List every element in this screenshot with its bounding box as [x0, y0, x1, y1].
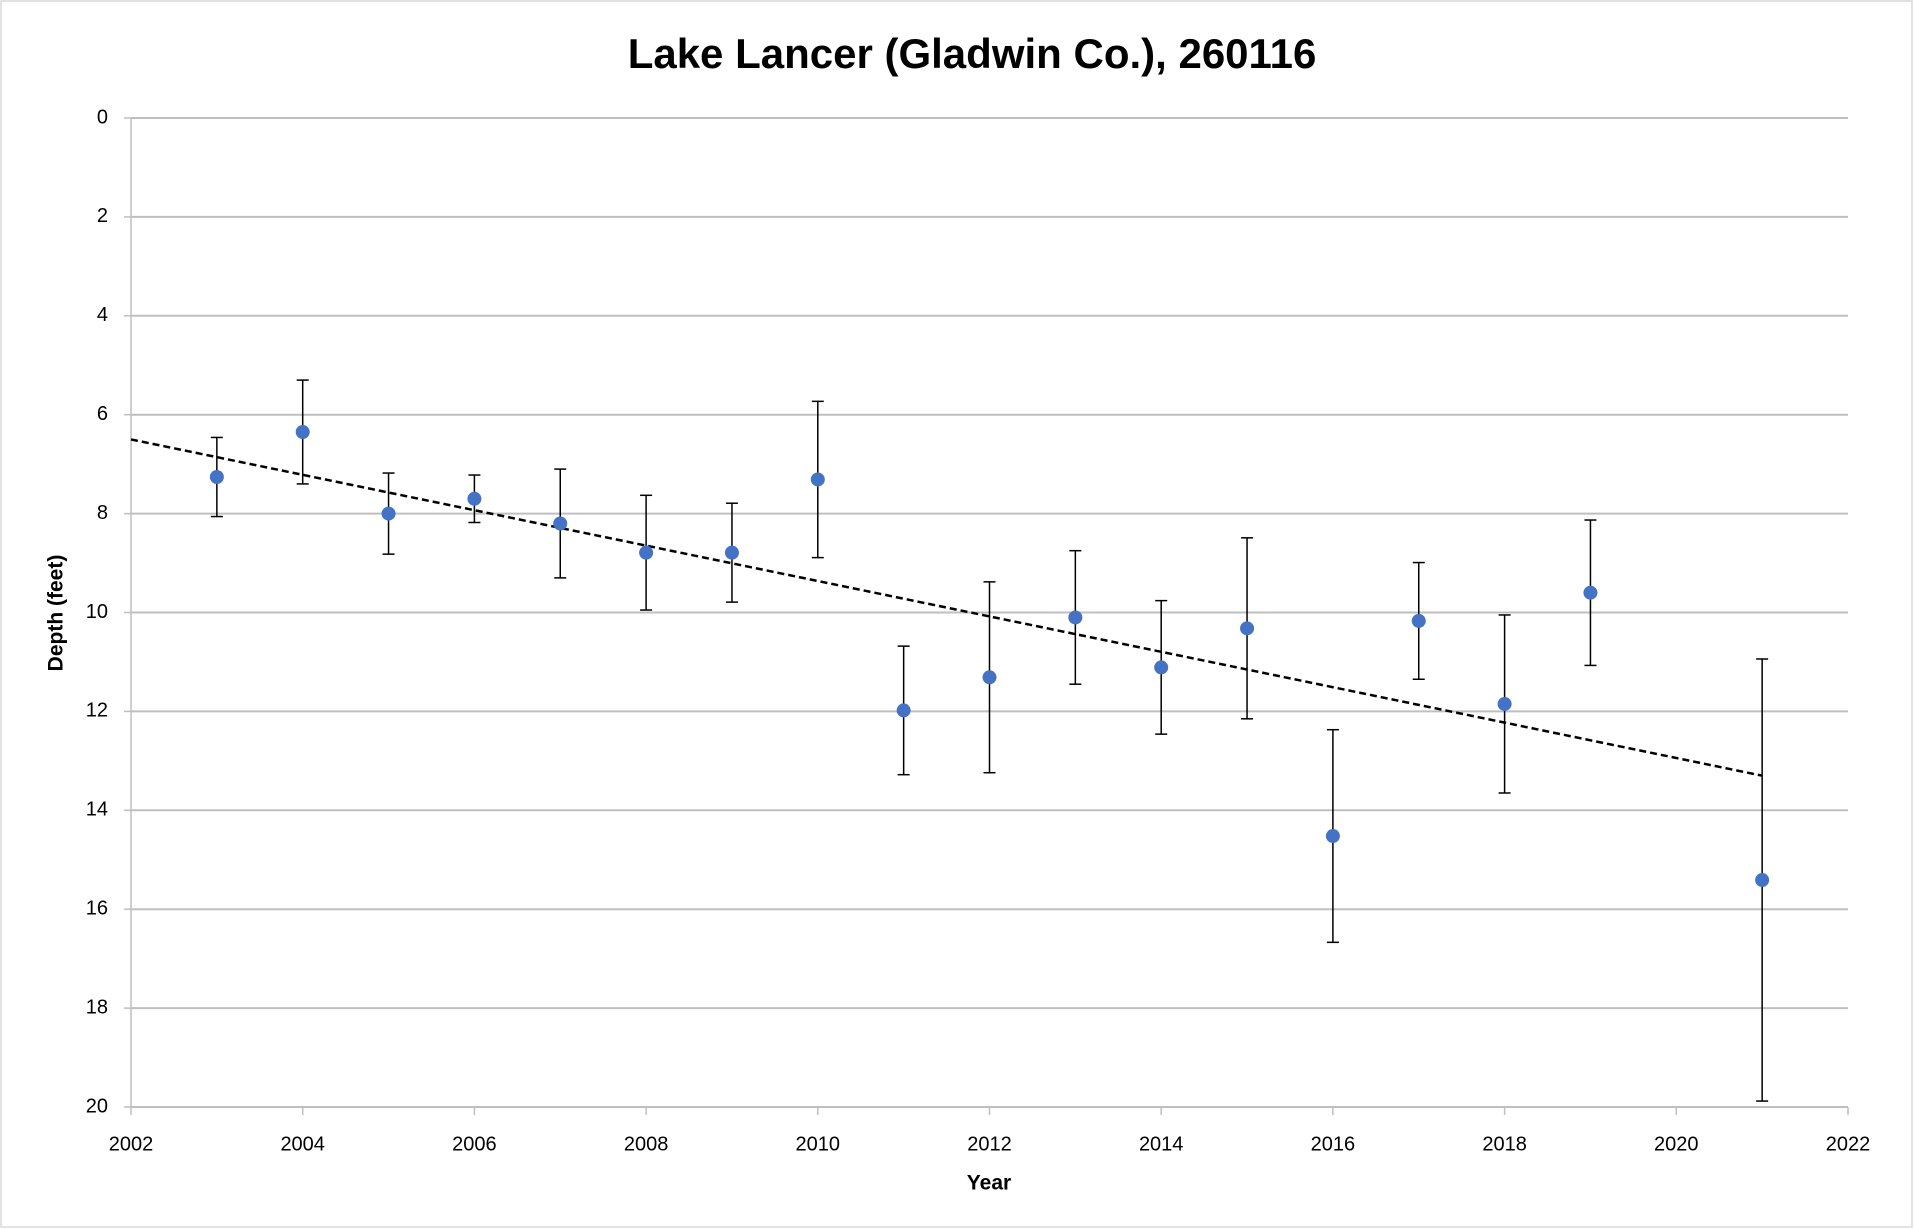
- data-point: [724, 545, 739, 560]
- y-tick-label: 20: [86, 1095, 108, 1117]
- data-point: [1325, 829, 1340, 844]
- data-point: [810, 472, 825, 487]
- y-axis-label: Depth (feet): [45, 555, 68, 672]
- data-point: [1154, 660, 1169, 675]
- data-point: [896, 703, 911, 718]
- data-point: [381, 506, 396, 521]
- x-tick-label: 2004: [280, 1133, 325, 1155]
- data-point: [209, 470, 224, 485]
- y-tick-label: 18: [86, 996, 108, 1018]
- data-point: [1497, 696, 1512, 711]
- x-tick-label: 2008: [624, 1133, 669, 1155]
- y-tick-label: 6: [97, 403, 108, 425]
- data-point: [1240, 621, 1255, 636]
- data-point: [639, 545, 654, 560]
- data-point: [295, 425, 310, 440]
- x-tick-label: 2006: [452, 1133, 497, 1155]
- x-tick-label: 2022: [1826, 1133, 1871, 1155]
- y-tick-label: 0: [97, 106, 108, 128]
- trendline: [130, 438, 1763, 777]
- y-tick-label: 16: [86, 897, 108, 919]
- x-tick-label: 2012: [967, 1133, 1012, 1155]
- x-tick-label: 2014: [1139, 1133, 1184, 1155]
- y-tick-label: 8: [97, 502, 108, 524]
- x-tick-label: 2002: [109, 1133, 154, 1155]
- data-point: [553, 516, 568, 531]
- data-point: [982, 670, 997, 685]
- data-point: [1755, 873, 1770, 888]
- data-point: [1583, 585, 1598, 600]
- y-tick-label: 14: [86, 799, 108, 821]
- x-tick-label: 2018: [1482, 1133, 1527, 1155]
- data-point: [467, 491, 482, 506]
- x-tick-label: 2016: [1311, 1133, 1356, 1155]
- data-point: [1411, 613, 1426, 628]
- y-tick-label: 2: [97, 205, 108, 227]
- x-axis-label: Year: [967, 1172, 1011, 1195]
- x-tick-label: 2020: [1654, 1133, 1699, 1155]
- x-tick-label: 2010: [796, 1133, 841, 1155]
- y-tick-label: 10: [86, 601, 108, 623]
- y-tick-label: 12: [86, 700, 108, 722]
- chart-title: Lake Lancer (Gladwin Co.), 260116: [628, 30, 1317, 77]
- data-point: [1068, 610, 1083, 625]
- y-tick-label: 4: [97, 304, 108, 326]
